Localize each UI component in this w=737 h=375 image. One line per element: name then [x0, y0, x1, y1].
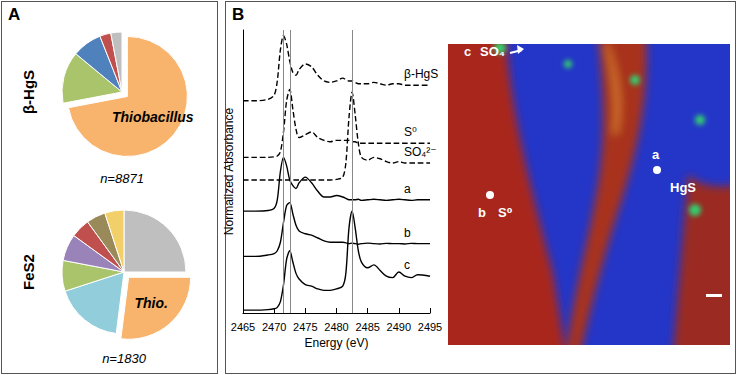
svg-text:2475: 2475 [293, 321, 317, 333]
svg-text:β-HgS: β-HgS [20, 70, 37, 114]
svg-text:2465: 2465 [231, 321, 255, 333]
svg-text:2490: 2490 [387, 321, 411, 333]
svg-text:2495: 2495 [418, 321, 442, 333]
svg-text:Normalized Absorbance: Normalized Absorbance [222, 107, 236, 235]
svg-text:Energy (eV): Energy (eV) [304, 336, 368, 350]
svg-text:c: c [404, 258, 410, 272]
svg-text:2485: 2485 [355, 321, 379, 333]
svg-text:β-HgS: β-HgS [404, 67, 438, 81]
svg-text:SO₄²⁻: SO₄²⁻ [404, 145, 437, 159]
svg-text:b: b [404, 226, 411, 240]
svg-text:S⁰: S⁰ [498, 205, 513, 220]
svg-text:2470: 2470 [262, 321, 286, 333]
svg-text:HgS: HgS [670, 180, 696, 195]
svg-text:A: A [8, 5, 20, 24]
svg-text:2480: 2480 [324, 321, 348, 333]
svg-text:n=8871: n=8871 [100, 171, 144, 186]
svg-text:Thio.: Thio. [134, 295, 167, 311]
svg-text:S⁰: S⁰ [404, 125, 417, 139]
svg-text:B: B [232, 5, 244, 24]
svg-text:a: a [652, 147, 660, 162]
svg-text:SO₄: SO₄ [480, 44, 505, 59]
svg-text:FeS2: FeS2 [20, 254, 37, 290]
svg-text:Thiobacillus: Thiobacillus [112, 109, 194, 125]
svg-text:a: a [404, 182, 411, 196]
svg-text:b: b [478, 205, 486, 220]
svg-text:n=1830: n=1830 [102, 351, 147, 366]
svg-text:c: c [464, 44, 471, 59]
